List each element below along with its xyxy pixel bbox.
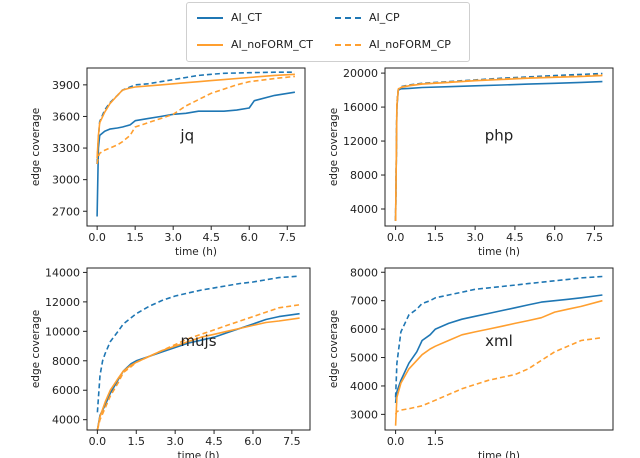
jq-axes-frame: [86, 67, 306, 227]
jq-series-ai-ct: [96, 91, 296, 217]
jq-xtick-label: 7.5: [279, 231, 297, 244]
xml-ytick-label: 8000: [350, 266, 378, 279]
legend-item-ai-noform-cp: AI_noFORM_CP: [335, 38, 451, 51]
php-xtick-label: 1.5: [427, 231, 445, 244]
xml-series-ai-cp: [394, 275, 603, 398]
php-ytick-label: 16000: [343, 101, 378, 114]
xml-panel-title: xml: [485, 332, 513, 350]
mujs-ytick-label: 12000: [45, 296, 80, 309]
jq-xtick-label: 1.5: [126, 231, 144, 244]
mujs-ytick-label: 10000: [45, 325, 80, 338]
mujs-series-ai-ct: [96, 312, 300, 431]
php-series-ai-noform-cp: [394, 74, 603, 221]
php-ytick-label: 8000: [350, 169, 378, 182]
legend-swatch-ai-cp: [335, 16, 361, 19]
php-ylabel: edge coverage: [328, 108, 340, 186]
php-xtick-label: 3.0: [466, 231, 484, 244]
mujs-series-ai-noform-cp: [96, 304, 300, 431]
jq-series-ai-noform-ct: [96, 73, 295, 159]
php-ytick-label: 20000: [343, 67, 378, 80]
legend-item-ai-ct: AI_CT: [197, 11, 262, 24]
jq-series-ai-noform-cp: [96, 75, 295, 165]
legend-label-ai-cp: AI_CP: [369, 11, 400, 24]
legend-label-ai-noform-ct: AI_noFORM_CT: [231, 38, 313, 51]
mujs-xtick-label: 0.0: [89, 435, 107, 448]
xml-axes-frame: [384, 267, 614, 431]
xml-ytick-label: 4000: [350, 380, 378, 393]
xml-ytick-label: 6000: [350, 323, 378, 336]
jq-ytick-label: 3000: [52, 174, 80, 187]
mujs-ytick-label: 6000: [52, 384, 80, 397]
legend-swatch-ai-noform-ct: [197, 43, 223, 46]
mujs-ytick-label: 4000: [52, 414, 80, 427]
php-ytick-label: 4000: [350, 203, 378, 216]
xml-xtick-label: 0.0: [387, 435, 405, 448]
php-axes-frame: [384, 67, 614, 227]
php-series-ai-ct: [394, 80, 603, 221]
mujs-axes-frame: [86, 267, 311, 431]
xml-ytick-label: 7000: [350, 295, 378, 308]
jq-ytick-label: 2700: [52, 205, 80, 218]
xml-xlabel: time (h): [478, 450, 520, 458]
mujs-xtick-label: 6.0: [244, 435, 262, 448]
mujs-xtick-label: 3.0: [166, 435, 184, 448]
mujs-ytick-label: 14000: [45, 266, 80, 279]
php-ytick-label: 12000: [343, 135, 378, 148]
php-xtick-label: 7.5: [586, 231, 604, 244]
mujs-xtick-label: 1.5: [128, 435, 146, 448]
mujs-panel-title: mujs: [180, 332, 216, 350]
mujs-ylabel: edge coverage: [30, 310, 42, 388]
mujs-ytick-label: 8000: [52, 355, 80, 368]
legend-label-ai-noform-cp: AI_noFORM_CP: [369, 38, 451, 51]
jq-xtick-label: 6.0: [240, 231, 258, 244]
xml-series-ai-ct: [394, 294, 603, 404]
mujs-xtick-label: 7.5: [283, 435, 301, 448]
chart-legend: AI_CT AI_CP AI_noFORM_CT AI_noFORM_CP: [186, 2, 470, 62]
legend-item-ai-cp: AI_CP: [335, 11, 400, 24]
mujs-xtick-label: 4.5: [205, 435, 223, 448]
jq-ytick-label: 3300: [52, 142, 80, 155]
jq-ylabel: edge coverage: [30, 108, 42, 186]
legend-swatch-ai-ct: [197, 16, 223, 19]
legend-swatch-ai-noform-cp: [335, 43, 361, 46]
php-series-ai-cp: [394, 72, 603, 221]
jq-xtick-label: 0.0: [88, 231, 106, 244]
php-panel-title: php: [485, 127, 514, 145]
xml-series-ai-noform-ct: [394, 299, 603, 426]
jq-xlabel: time (h): [175, 246, 217, 258]
php-series-ai-noform-ct: [394, 74, 603, 221]
legend-item-ai-noform-ct: AI_noFORM_CT: [197, 38, 313, 51]
xml-xtick-label: 1.5: [427, 435, 445, 448]
mujs-xlabel: time (h): [178, 450, 220, 458]
jq-ytick-label: 3900: [52, 79, 80, 92]
jq-ytick-label: 3600: [52, 110, 80, 123]
mujs-series-ai-cp: [96, 275, 300, 413]
jq-xtick-label: 3.0: [164, 231, 182, 244]
xml-ytick-label: 3000: [350, 408, 378, 421]
php-xtick-label: 6.0: [546, 231, 564, 244]
php-xtick-label: 4.5: [506, 231, 524, 244]
legend-label-ai-ct: AI_CT: [231, 11, 262, 24]
jq-series-ai-cp: [96, 71, 295, 164]
php-xlabel: time (h): [478, 246, 520, 258]
php-xtick-label: 0.0: [387, 231, 405, 244]
xml-ylabel: edge coverage: [328, 310, 340, 388]
xml-ytick-label: 5000: [350, 352, 378, 365]
jq-xtick-label: 4.5: [202, 231, 220, 244]
jq-panel-title: jq: [179, 127, 194, 145]
